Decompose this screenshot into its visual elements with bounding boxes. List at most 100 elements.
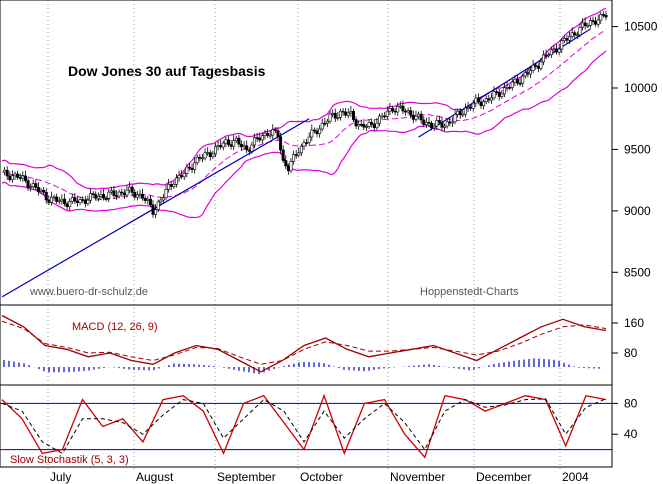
candle-body bbox=[510, 81, 514, 88]
candle-body bbox=[286, 165, 290, 172]
candle-body bbox=[39, 189, 43, 192]
candle-body bbox=[78, 199, 82, 204]
candle-body bbox=[557, 48, 561, 53]
candle-body bbox=[120, 191, 124, 194]
candle-body bbox=[23, 175, 27, 181]
stoch-series bbox=[0, 393, 612, 459]
candle-body bbox=[44, 191, 48, 201]
candle-body bbox=[466, 106, 470, 109]
candle-body bbox=[42, 189, 46, 193]
candle-body bbox=[492, 91, 496, 99]
candle-body bbox=[424, 121, 428, 125]
candle-body bbox=[502, 87, 506, 95]
candle-body bbox=[307, 136, 311, 143]
price-tick-label: 9500 bbox=[624, 142, 651, 156]
candle-body bbox=[115, 195, 119, 197]
candle-body bbox=[271, 129, 275, 136]
stoch-panel-frame bbox=[0, 384, 613, 468]
candle-body bbox=[479, 101, 483, 106]
candle-body bbox=[476, 97, 480, 103]
x-axis: July August September October November Decemb… bbox=[47, 0, 589, 484]
x-tick-label: October bbox=[300, 470, 343, 484]
x-tick-label: 2004 bbox=[562, 470, 589, 484]
candle-body bbox=[5, 169, 9, 177]
candle-body bbox=[187, 166, 191, 169]
macd-signal-line bbox=[1, 320, 607, 365]
price-tick-label: 9000 bbox=[624, 204, 651, 218]
candle-body bbox=[260, 135, 264, 141]
candle-body bbox=[148, 198, 152, 206]
x-tick-label: July bbox=[50, 470, 71, 484]
candle-body bbox=[596, 19, 600, 25]
macd-y-axis: 80 160 bbox=[612, 316, 644, 360]
candle-body bbox=[227, 139, 231, 145]
candle-body bbox=[495, 91, 499, 93]
candle-body bbox=[99, 194, 103, 197]
candle-body bbox=[91, 193, 95, 195]
price-tick-label: 8500 bbox=[624, 265, 651, 279]
candle-body bbox=[370, 122, 374, 125]
candle-body bbox=[458, 110, 462, 116]
candle-body bbox=[128, 186, 132, 191]
candle-body bbox=[206, 152, 210, 154]
candle-body bbox=[268, 134, 272, 137]
candle-body bbox=[26, 180, 30, 188]
candle-body bbox=[453, 114, 457, 123]
candle-body bbox=[531, 64, 535, 71]
candle-body bbox=[70, 197, 74, 202]
candle-body bbox=[34, 183, 38, 188]
candle-body bbox=[190, 167, 194, 170]
stoch-y-axis: 40 80 bbox=[612, 396, 638, 441]
candle-body bbox=[443, 125, 447, 128]
candle-body bbox=[437, 120, 441, 123]
candle-body bbox=[21, 175, 25, 179]
candle-body bbox=[52, 196, 56, 199]
candle-body bbox=[404, 110, 408, 113]
candle-body bbox=[591, 20, 595, 22]
x-tick-label: November bbox=[390, 470, 445, 484]
candle-body bbox=[216, 145, 220, 147]
stoch-d-line bbox=[1, 398, 607, 455]
candle-body bbox=[385, 110, 389, 117]
candle-body bbox=[351, 111, 355, 120]
candle-body bbox=[377, 115, 381, 124]
candle-body bbox=[193, 162, 197, 170]
price-y-axis: 8500 9000 9500 10000 10500 bbox=[612, 20, 658, 279]
candle-body bbox=[601, 14, 605, 16]
candle-body bbox=[497, 91, 501, 97]
candle-body bbox=[213, 146, 217, 155]
candle-body bbox=[604, 14, 608, 18]
candle-body bbox=[359, 123, 363, 126]
candle-body bbox=[174, 177, 178, 185]
candle-body bbox=[401, 105, 405, 112]
candle-body bbox=[60, 198, 64, 202]
candle-body bbox=[562, 38, 566, 41]
candle-body bbox=[107, 191, 111, 199]
candle-body bbox=[255, 137, 259, 139]
candle-body bbox=[315, 130, 319, 135]
candle-body bbox=[117, 191, 121, 197]
candle-body bbox=[344, 111, 348, 116]
candle-body bbox=[568, 36, 572, 41]
candle-body bbox=[242, 145, 246, 148]
price-series bbox=[1, 7, 608, 298]
candle-body bbox=[302, 142, 306, 147]
candle-body bbox=[122, 192, 126, 196]
candle-body bbox=[29, 186, 33, 189]
candle-body bbox=[456, 110, 460, 115]
candle-body bbox=[208, 152, 212, 158]
macd-line bbox=[1, 314, 607, 373]
candle-body bbox=[57, 200, 61, 203]
candle-body bbox=[151, 204, 155, 215]
candle-body bbox=[411, 114, 415, 120]
candle-body bbox=[409, 110, 413, 116]
candle-body bbox=[547, 54, 551, 57]
source-credit: www.buero-dr-schulz.de bbox=[29, 286, 148, 298]
candle-body bbox=[83, 199, 87, 204]
candle-body bbox=[164, 189, 168, 199]
candle-body bbox=[552, 48, 556, 51]
candle-body bbox=[258, 137, 262, 141]
candle-body bbox=[253, 137, 257, 146]
candle-body bbox=[200, 157, 204, 160]
